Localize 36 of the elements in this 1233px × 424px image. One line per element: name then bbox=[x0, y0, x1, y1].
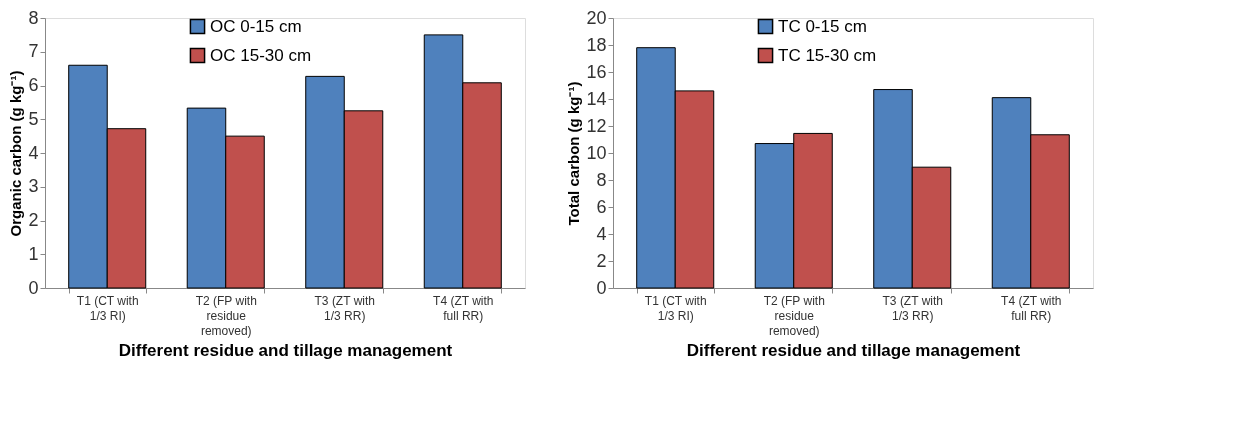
y-tick-label: 0 bbox=[596, 277, 607, 298]
y-tick-label: 16 bbox=[586, 61, 607, 82]
legend-label: TC 15-30 cm bbox=[778, 45, 877, 65]
y-tick-label: 6 bbox=[28, 75, 39, 95]
y-axis-title: Organic carbon (g kg⁻¹) bbox=[7, 70, 25, 237]
y-axis-title: Total carbon (g kg⁻¹) bbox=[565, 81, 583, 226]
y-tick-label: 6 bbox=[596, 196, 607, 217]
x-tick-label: T3 (ZT with 1/3 RR) bbox=[314, 293, 375, 323]
x-tick-label: T4 (ZT with full RR) bbox=[1001, 293, 1062, 323]
x-tick-label: T2 (FP with residue removed) bbox=[763, 293, 825, 338]
y-tick-label: 3 bbox=[28, 176, 39, 197]
x-tick-label: T2 (FP with residue removed) bbox=[195, 293, 257, 338]
y-tick-label: 7 bbox=[28, 41, 39, 62]
y-tick-label: 1 bbox=[28, 243, 39, 264]
y-tick-label: 18 bbox=[586, 34, 607, 55]
x-axis-title: Different residue and tillage management bbox=[686, 340, 1021, 360]
y-tick-label: 8 bbox=[28, 7, 39, 28]
y-tick-label: 14 bbox=[586, 88, 607, 109]
y-tick-label: 10 bbox=[586, 142, 607, 163]
legend-label: TC 0-15 cm bbox=[778, 16, 867, 36]
y-tick-label: 4 bbox=[596, 223, 607, 244]
legend-label: OC 0-15 cm bbox=[210, 16, 302, 36]
y-tick-label: 0 bbox=[28, 277, 39, 298]
y-tick-label: 20 bbox=[586, 7, 607, 28]
y-tick-label: 2 bbox=[596, 250, 607, 271]
y-tick-label: 2 bbox=[28, 210, 39, 230]
x-tick-label: T3 (ZT with 1/3 RR) bbox=[882, 293, 943, 323]
x-axis-title: Different residue and tillage management bbox=[118, 340, 453, 360]
x-tick-label: T4 (ZT with full RR) bbox=[433, 293, 494, 323]
y-tick-label: 12 bbox=[586, 115, 607, 136]
legend-label: OC 15-30 cm bbox=[210, 45, 312, 65]
x-tick-label: T1 (CT with 1/3 RI) bbox=[644, 293, 707, 323]
y-tick-label: 4 bbox=[28, 142, 39, 163]
y-tick-label: 8 bbox=[596, 169, 607, 190]
x-tick-label: T1 (CT with 1/3 RI) bbox=[76, 293, 139, 323]
y-tick-label: 5 bbox=[28, 108, 39, 129]
